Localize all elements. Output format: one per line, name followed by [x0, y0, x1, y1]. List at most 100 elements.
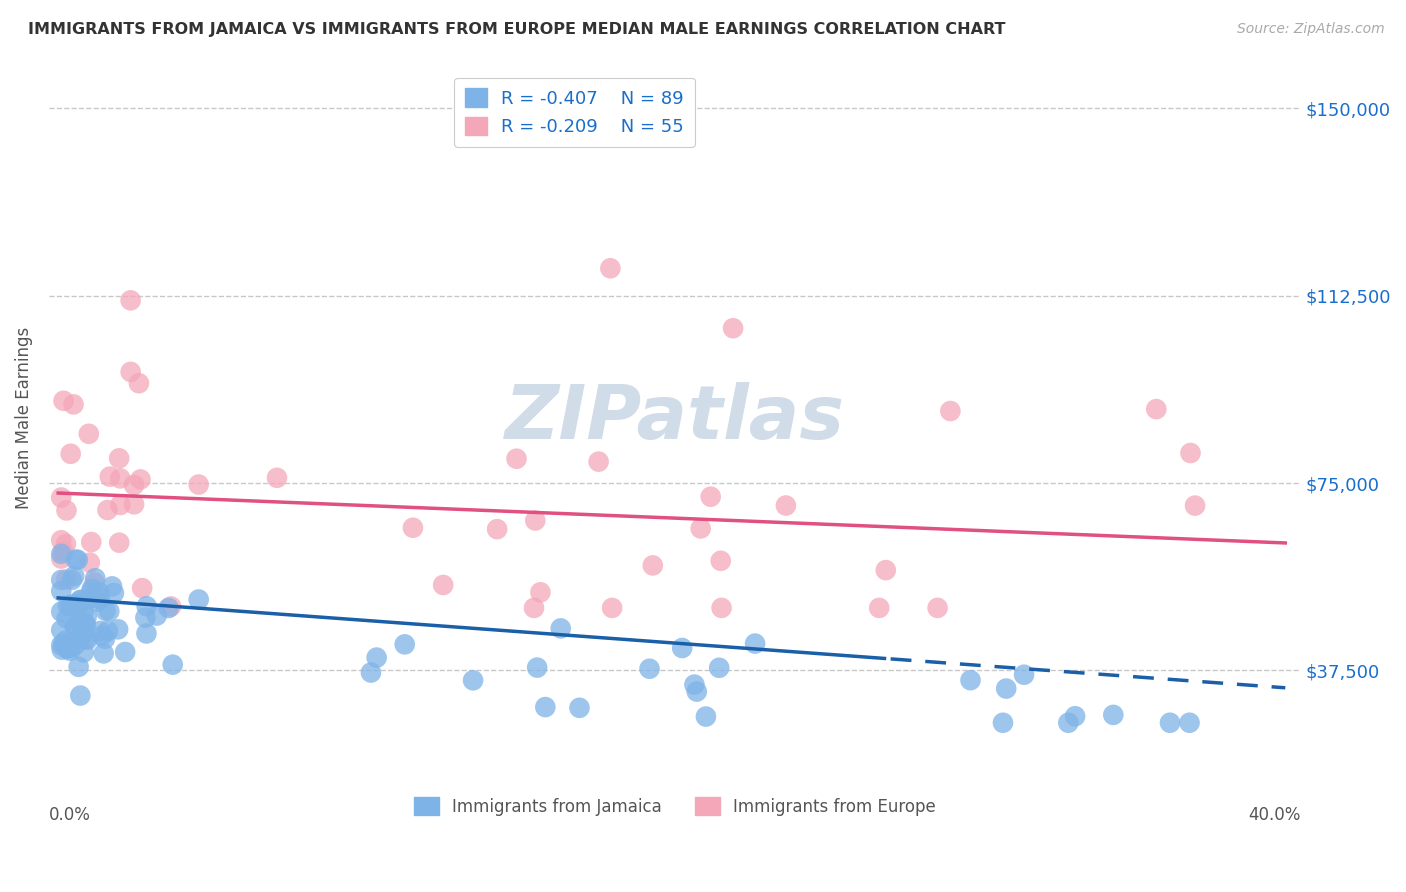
Point [120, 365, 142, 379]
Point [79, 556, 101, 570]
Point [157, 601, 180, 615]
Point [695, 709, 717, 723]
Point [1184, 499, 1206, 513]
Point [67, 597, 90, 611]
Text: 40.0%: 40.0% [1249, 806, 1301, 824]
Point [394, 637, 416, 651]
Point [65, 552, 87, 566]
Point [710, 600, 733, 615]
Point [875, 563, 897, 577]
Point [995, 681, 1018, 696]
Point [98, 469, 121, 483]
Point [360, 665, 382, 680]
Point [187, 477, 209, 491]
Point [266, 471, 288, 485]
Point [51, 584, 73, 599]
Point [55, 572, 77, 586]
Point [70, 627, 93, 641]
Point [101, 579, 124, 593]
Point [959, 673, 981, 688]
Point [110, 498, 132, 512]
Point [568, 701, 591, 715]
Point [75, 616, 97, 631]
Point [84, 571, 107, 585]
Point [59, 599, 82, 613]
Point [69, 630, 91, 644]
Point [52, 636, 75, 650]
Point [689, 521, 711, 535]
Point [66, 599, 89, 613]
Point [699, 490, 721, 504]
Point [62, 397, 84, 411]
Y-axis label: Median Male Earnings: Median Male Earnings [15, 327, 32, 509]
Point [122, 478, 145, 492]
Point [56, 599, 79, 613]
Point [1057, 715, 1080, 730]
Point [107, 623, 129, 637]
Point [63, 569, 86, 583]
Point [110, 471, 132, 485]
Point [80, 582, 103, 596]
Point [599, 261, 621, 276]
Point [529, 585, 551, 599]
Point [75, 618, 97, 632]
Point [160, 599, 183, 614]
Point [63, 619, 86, 633]
Point [51, 605, 73, 619]
Point [86, 595, 108, 609]
Legend: Immigrants from Jamaica, Immigrants from Europe: Immigrants from Jamaica, Immigrants from… [406, 791, 942, 822]
Point [1178, 715, 1201, 730]
Point [75, 632, 97, 647]
Point [59, 447, 82, 461]
Point [59, 644, 82, 658]
Point [76, 632, 98, 647]
Point [671, 640, 693, 655]
Point [70, 593, 93, 607]
Point [1064, 709, 1087, 723]
Point [80, 584, 103, 599]
Point [135, 626, 157, 640]
Point [550, 621, 572, 635]
Point [67, 660, 90, 674]
Point [67, 615, 90, 629]
Point [80, 535, 103, 549]
Point [55, 633, 77, 648]
Point [524, 514, 547, 528]
Point [709, 661, 731, 675]
Point [108, 451, 131, 466]
Point [129, 472, 152, 486]
Point [89, 592, 111, 607]
Point [51, 533, 73, 548]
Point [60, 598, 83, 612]
Point [56, 641, 79, 656]
Point [534, 700, 557, 714]
Point [1180, 446, 1202, 460]
Point [83, 575, 105, 590]
Point [96, 503, 118, 517]
Point [59, 641, 82, 656]
Point [66, 600, 89, 615]
Point [122, 497, 145, 511]
Text: IMMIGRANTS FROM JAMAICA VS IMMIGRANTS FROM EUROPE MEDIAN MALE EARNINGS CORRELATI: IMMIGRANTS FROM JAMAICA VS IMMIGRANTS FR… [28, 22, 1005, 37]
Point [526, 660, 548, 674]
Point [145, 608, 167, 623]
Point [94, 604, 117, 618]
Point [131, 581, 153, 595]
Text: Source: ZipAtlas.com: Source: ZipAtlas.com [1237, 22, 1385, 37]
Point [93, 647, 115, 661]
Point [1159, 715, 1181, 730]
Point [69, 592, 91, 607]
Point [721, 321, 744, 335]
Point [66, 553, 89, 567]
Point [89, 624, 111, 638]
Point [69, 689, 91, 703]
Text: 0.0%: 0.0% [49, 806, 91, 824]
Point [91, 628, 114, 642]
Point [60, 573, 83, 587]
Point [461, 673, 484, 688]
Point [775, 499, 797, 513]
Point [63, 620, 86, 634]
Point [939, 404, 962, 418]
Point [55, 503, 77, 517]
Point [128, 376, 150, 391]
